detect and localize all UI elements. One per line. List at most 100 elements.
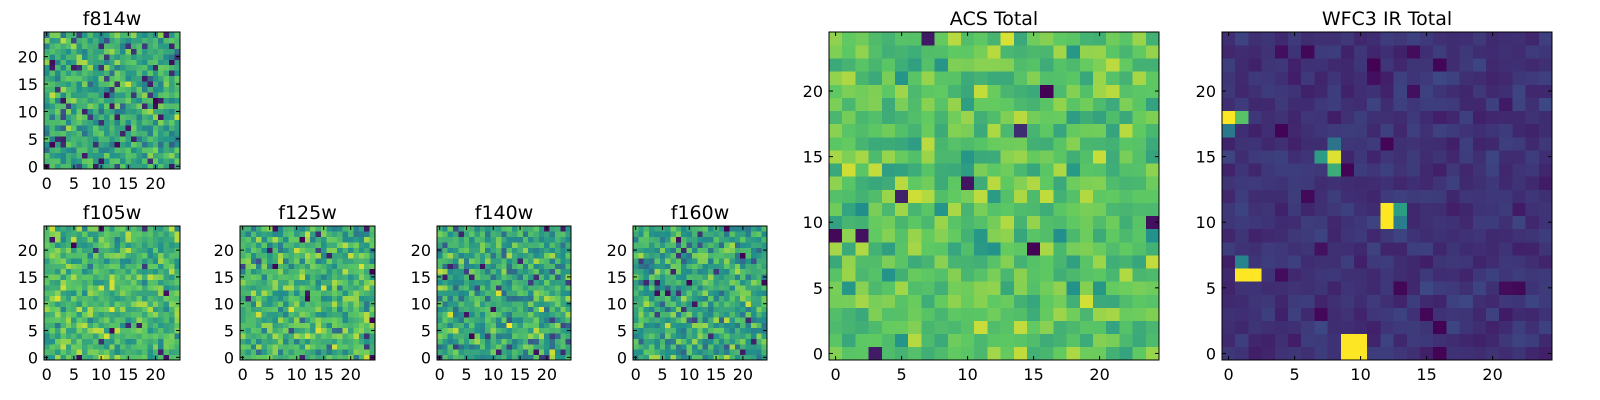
heatmap-cell — [169, 75, 175, 82]
heatmap-cell — [686, 295, 693, 302]
heatmap-cell — [681, 343, 687, 350]
x-tick-label: 0 — [238, 365, 248, 384]
heatmap-cell — [87, 81, 94, 88]
heatmap-cell — [1132, 333, 1147, 348]
heatmap-cell — [463, 231, 470, 238]
heatmap-cell — [283, 226, 289, 232]
heatmap-cell — [1314, 163, 1328, 177]
heatmap-cell — [474, 338, 481, 345]
heatmap-cell — [92, 333, 99, 339]
heatmap-cell — [842, 189, 856, 203]
heatmap-cell — [485, 226, 491, 232]
heatmap-cell — [522, 343, 529, 350]
heatmap-cell — [1053, 215, 1067, 230]
heatmap-cell — [670, 354, 677, 361]
heatmap-cell — [724, 311, 730, 318]
heatmap-cell — [60, 103, 67, 110]
heatmap-cell — [1040, 320, 1054, 335]
heatmap-cell — [702, 226, 709, 232]
heatmap-cell — [147, 86, 154, 93]
heatmap-cell — [1367, 176, 1381, 190]
heatmap-cell — [65, 59, 72, 66]
heatmap-cell — [442, 290, 449, 297]
heatmap-cell — [649, 349, 655, 355]
heatmap-cell — [240, 322, 246, 329]
heatmap-cell — [750, 322, 757, 329]
heatmap-cell — [71, 158, 77, 164]
heatmap-cell — [342, 301, 349, 307]
heatmap-cell — [1235, 346, 1249, 361]
heatmap-cell — [60, 81, 67, 88]
heatmap-cell — [98, 279, 105, 286]
heatmap-cell — [353, 327, 360, 334]
heatmap-cell — [1406, 228, 1421, 243]
heatmap-cell — [1486, 97, 1500, 112]
heatmap-cell — [141, 338, 148, 345]
heatmap-cell — [256, 263, 262, 270]
heatmap-cell — [294, 343, 300, 350]
heatmap-cell — [868, 307, 883, 321]
heatmap-cell — [109, 301, 116, 307]
heatmap-cell — [87, 279, 94, 286]
heatmap-cell — [158, 32, 165, 38]
heatmap-cell — [908, 202, 922, 217]
heatmap-cell — [934, 346, 949, 361]
heatmap-cell — [506, 322, 513, 329]
heatmap-cell — [533, 338, 540, 345]
heatmap-cell — [1248, 84, 1262, 98]
heatmap-cell — [495, 327, 502, 334]
heatmap-cell — [240, 252, 246, 259]
heatmap-cell — [1119, 71, 1133, 85]
heatmap-cell — [560, 295, 566, 302]
heatmap-cell — [44, 92, 50, 99]
heatmap-cell — [87, 242, 94, 248]
heatmap-cell — [987, 294, 1001, 308]
heatmap-cell — [1354, 281, 1368, 295]
heatmap-cell — [304, 247, 311, 254]
heatmap-cell — [686, 279, 693, 286]
heatmap-cell — [49, 119, 56, 126]
heatmap-cell — [60, 119, 67, 126]
heatmap-cell — [353, 274, 360, 280]
heatmap-cell — [501, 242, 508, 248]
heatmap-cell — [665, 242, 671, 248]
heatmap-cell — [136, 274, 143, 280]
heatmap-cell — [103, 70, 110, 77]
heatmap-cell — [1248, 255, 1262, 269]
heatmap-cell — [109, 258, 116, 264]
heatmap-cell — [1420, 71, 1434, 85]
heatmap-cell — [131, 322, 137, 329]
heatmap-cell — [109, 158, 116, 164]
heatmap-cell — [87, 252, 94, 259]
heatmap-cell — [908, 228, 922, 243]
heatmap-cell — [103, 59, 110, 66]
heatmap-cell — [908, 215, 922, 230]
heatmap-cell — [528, 290, 534, 297]
heatmap-cell — [729, 311, 736, 318]
heatmap-cell — [560, 226, 566, 232]
heatmap-cell — [82, 317, 88, 323]
heatmap-cell — [474, 236, 481, 243]
heatmap-cell — [633, 284, 639, 291]
heatmap-cell — [442, 263, 449, 270]
heatmap-cell — [724, 343, 730, 350]
heatmap-cell — [453, 301, 459, 307]
heatmap-cell — [250, 236, 257, 243]
heatmap-cell — [921, 176, 935, 190]
heatmap-cell — [987, 58, 1001, 72]
heatmap-cell — [1380, 97, 1394, 112]
heatmap-cell — [131, 81, 137, 88]
heatmap-cell — [1367, 150, 1381, 164]
heatmap-cell — [174, 48, 181, 55]
heatmap-cell — [103, 343, 110, 350]
heatmap-cell — [1013, 45, 1028, 59]
heatmap-cell — [125, 64, 132, 71]
heatmap-cell — [447, 252, 454, 259]
heatmap-cell — [868, 163, 883, 177]
heatmap-cell — [152, 119, 159, 126]
heatmap-cell — [1525, 307, 1540, 321]
heatmap-cell — [147, 136, 154, 142]
heatmap-cell — [98, 141, 105, 148]
heatmap-cell — [141, 97, 148, 104]
heatmap-cell — [506, 354, 513, 361]
